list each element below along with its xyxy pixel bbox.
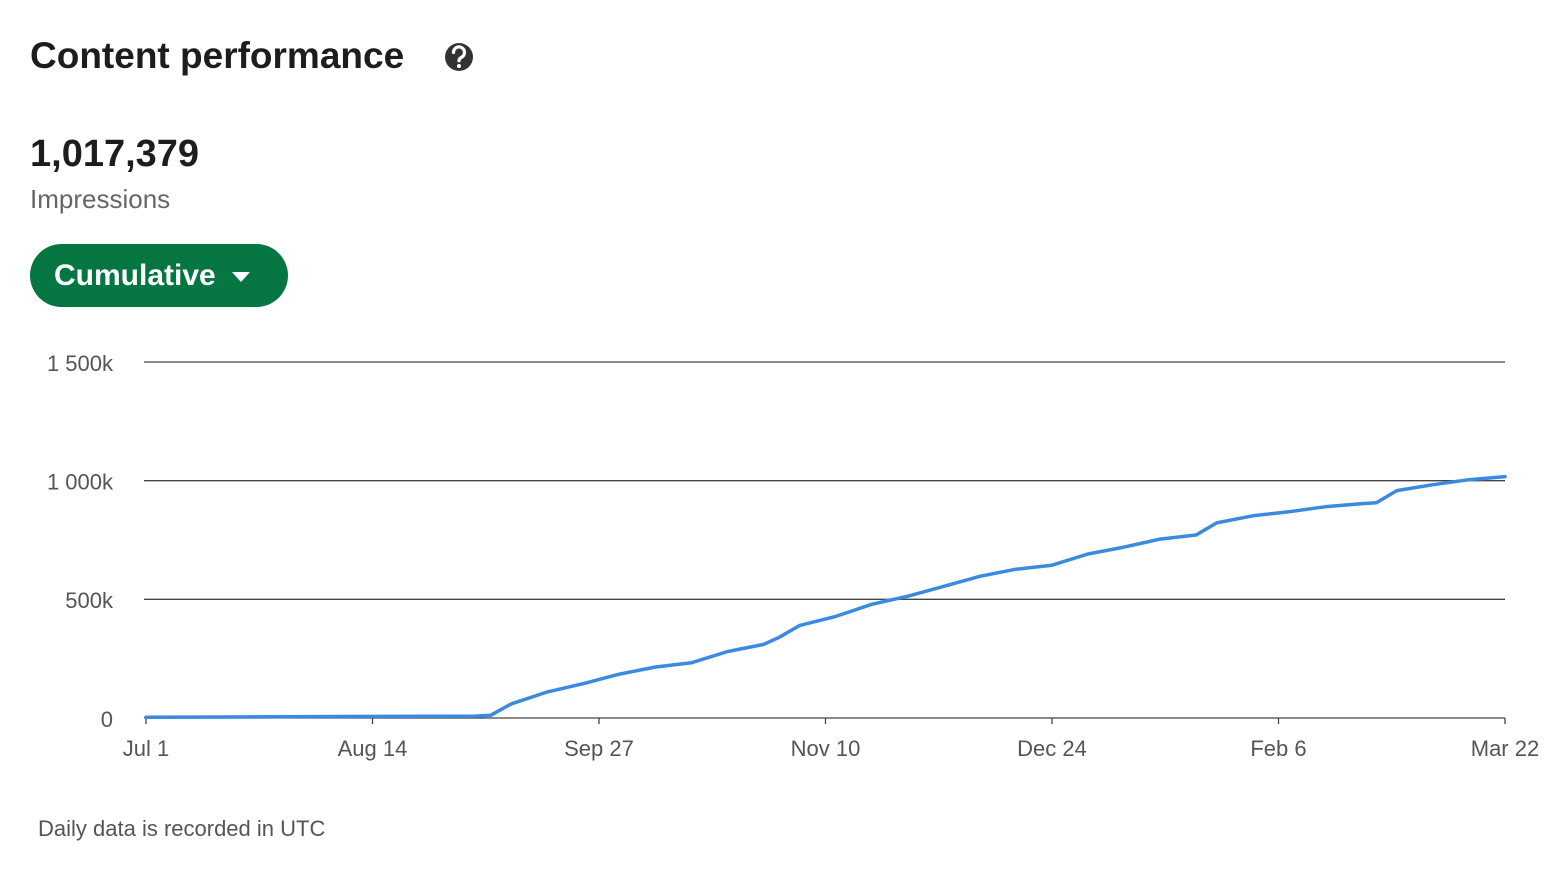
y-tick-label: 500k bbox=[65, 588, 114, 613]
y-tick-label: 0 bbox=[101, 707, 113, 732]
metric-value: 1,017,379 bbox=[30, 133, 199, 175]
page-title: Content performance bbox=[30, 35, 404, 76]
dropdown-button[interactable]: Cumulative bbox=[30, 244, 288, 307]
x-tick-label: Feb 6 bbox=[1250, 736, 1306, 761]
x-tick-label: Nov 10 bbox=[791, 736, 861, 761]
footer-note: Daily data is recorded in UTC bbox=[38, 816, 325, 841]
chart: 0 500k 1 000k 1 500k Jul 1 Aug 14 Sep 27 Nov 10… bbox=[47, 351, 1539, 761]
x-tick-label: Mar 22 bbox=[1471, 736, 1539, 761]
metric-label: Impressions bbox=[30, 184, 170, 214]
x-tick-label: Aug 14 bbox=[338, 736, 408, 761]
x-tick-label: Dec 24 bbox=[1017, 736, 1087, 761]
y-tick-label: 1 500k bbox=[47, 351, 114, 376]
help-icon[interactable] bbox=[445, 43, 473, 71]
data-line bbox=[144, 474, 1507, 720]
x-tick-label: Jul 1 bbox=[123, 736, 169, 761]
x-tick-label: Sep 27 bbox=[564, 736, 634, 761]
button-label[interactable]: Cumulative bbox=[54, 259, 216, 292]
y-tick-label: 1 000k bbox=[47, 469, 114, 494]
